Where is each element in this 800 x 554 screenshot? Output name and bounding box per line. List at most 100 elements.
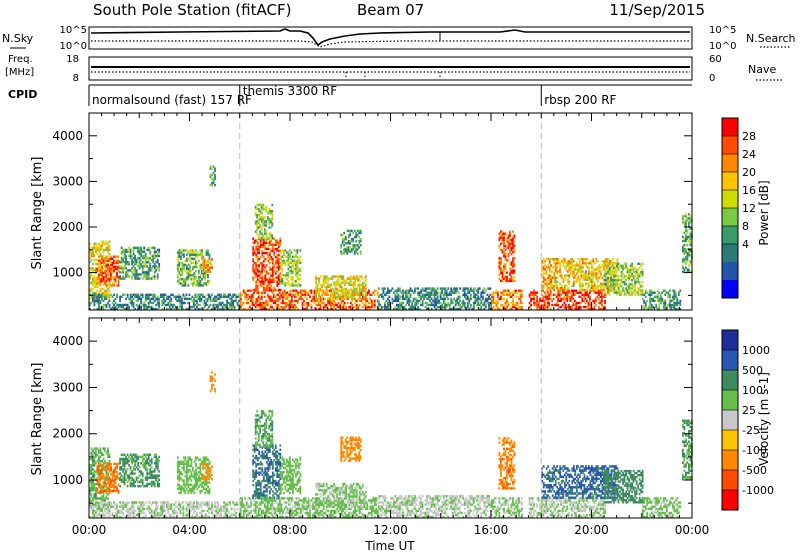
scatter-cell <box>288 293 290 296</box>
scatter-cell <box>450 297 453 301</box>
scatter-cell <box>149 256 152 260</box>
scatter-cell <box>591 288 593 292</box>
scatter-cell <box>521 307 523 311</box>
scatter-cell <box>576 307 579 311</box>
scatter-cell <box>661 291 664 294</box>
scatter-cell <box>474 295 477 298</box>
scatter-cell <box>184 301 186 305</box>
scatter-cell <box>381 295 383 298</box>
scatter-cell <box>571 266 574 269</box>
scatter-cell <box>137 299 139 303</box>
scatter-cell <box>560 274 563 277</box>
scatter-cell <box>674 295 677 298</box>
scatter-cell <box>276 270 279 273</box>
scatter-cell <box>683 239 686 243</box>
scatter-cell <box>98 259 100 262</box>
scatter-cell <box>273 247 276 251</box>
scatter-cell <box>170 303 173 307</box>
scatter-cell <box>104 276 106 279</box>
scatter-cell <box>110 263 112 267</box>
scatter-cell <box>480 301 483 305</box>
scatter-cell <box>331 303 334 307</box>
scatter-cell <box>128 275 130 278</box>
scatter-cell <box>315 303 317 307</box>
scatter-cell <box>296 284 299 287</box>
scatter-cell <box>99 482 102 486</box>
scatter-cell <box>608 291 611 294</box>
scatter-cell <box>207 274 209 277</box>
scatter-cell <box>628 268 630 272</box>
scatter-cell <box>98 497 100 500</box>
scatter-cell <box>507 253 510 256</box>
scatter-cell <box>122 305 124 309</box>
scatter-cell <box>259 218 262 221</box>
scatter-cell <box>644 289 647 292</box>
scatter-cell <box>105 483 108 486</box>
scatter-cell <box>353 235 356 239</box>
scatter-cell <box>270 258 273 261</box>
scatter-cell <box>565 284 568 288</box>
scatter-cell <box>580 266 583 269</box>
scatter-cell <box>456 289 459 292</box>
scatter-cell <box>283 249 285 252</box>
scatter-cell <box>286 278 288 281</box>
scatter-cell <box>102 464 105 468</box>
scatter-cell <box>123 256 126 260</box>
scatter-cell <box>202 262 204 265</box>
scatter-cell <box>105 497 108 500</box>
scatter-cell <box>355 248 358 251</box>
scatter-cell <box>120 256 123 260</box>
scatter-cell <box>548 266 551 269</box>
scatter-cell <box>595 299 597 303</box>
scatter-cell <box>268 280 271 283</box>
scatter-cell <box>465 293 468 296</box>
scatter-cell <box>114 255 117 258</box>
scatter-cell <box>137 250 139 254</box>
scatter-cell <box>588 278 590 281</box>
scatter-cell <box>269 220 272 223</box>
scatter-cell <box>677 307 680 311</box>
scatter-cell <box>567 289 570 292</box>
scatter-cell <box>346 293 349 297</box>
scatter-cell <box>445 303 448 307</box>
scatter-cell <box>503 246 505 250</box>
scatter-cell <box>424 287 427 290</box>
scatter-cell <box>351 303 354 307</box>
scatter-cell <box>176 276 179 279</box>
scatter-cell <box>594 262 596 265</box>
scatter-cell <box>144 252 147 256</box>
scatter-cell <box>186 259 188 262</box>
scatter-cell <box>111 471 114 474</box>
scatter-cell <box>548 295 551 298</box>
scatter-cell <box>638 289 641 292</box>
scatter-cell <box>587 307 590 311</box>
scatter-cell <box>348 291 351 295</box>
scatter-cell <box>358 240 361 243</box>
scatter-cell <box>510 240 513 244</box>
scatter-cell <box>271 297 274 301</box>
scatter-cell <box>498 246 501 250</box>
scatter-cell <box>101 499 103 502</box>
scatter-cell <box>119 265 121 268</box>
scatter-cell <box>153 265 156 268</box>
scatter-cell <box>107 487 109 490</box>
scatter-cell <box>256 245 259 249</box>
scatter-cell <box>546 299 549 303</box>
scatter-cell <box>271 260 274 263</box>
scatter-cell <box>102 261 105 265</box>
scatter-cell <box>230 305 233 309</box>
scatter-cell <box>268 307 271 311</box>
scatter-cell <box>336 287 338 291</box>
scatter-cell <box>256 226 259 229</box>
scatter-cell <box>198 282 200 285</box>
scatter-cell <box>96 482 99 486</box>
scatter-cell <box>92 263 94 266</box>
scatter-cell <box>92 293 94 296</box>
scatter-cell <box>102 457 105 461</box>
scatter-cell <box>265 299 268 303</box>
scatter-cell <box>101 297 103 301</box>
scatter-cell <box>291 307 293 311</box>
scatter-cell <box>120 277 123 280</box>
scatter-cell <box>108 464 111 468</box>
scatter-cell <box>333 305 335 309</box>
